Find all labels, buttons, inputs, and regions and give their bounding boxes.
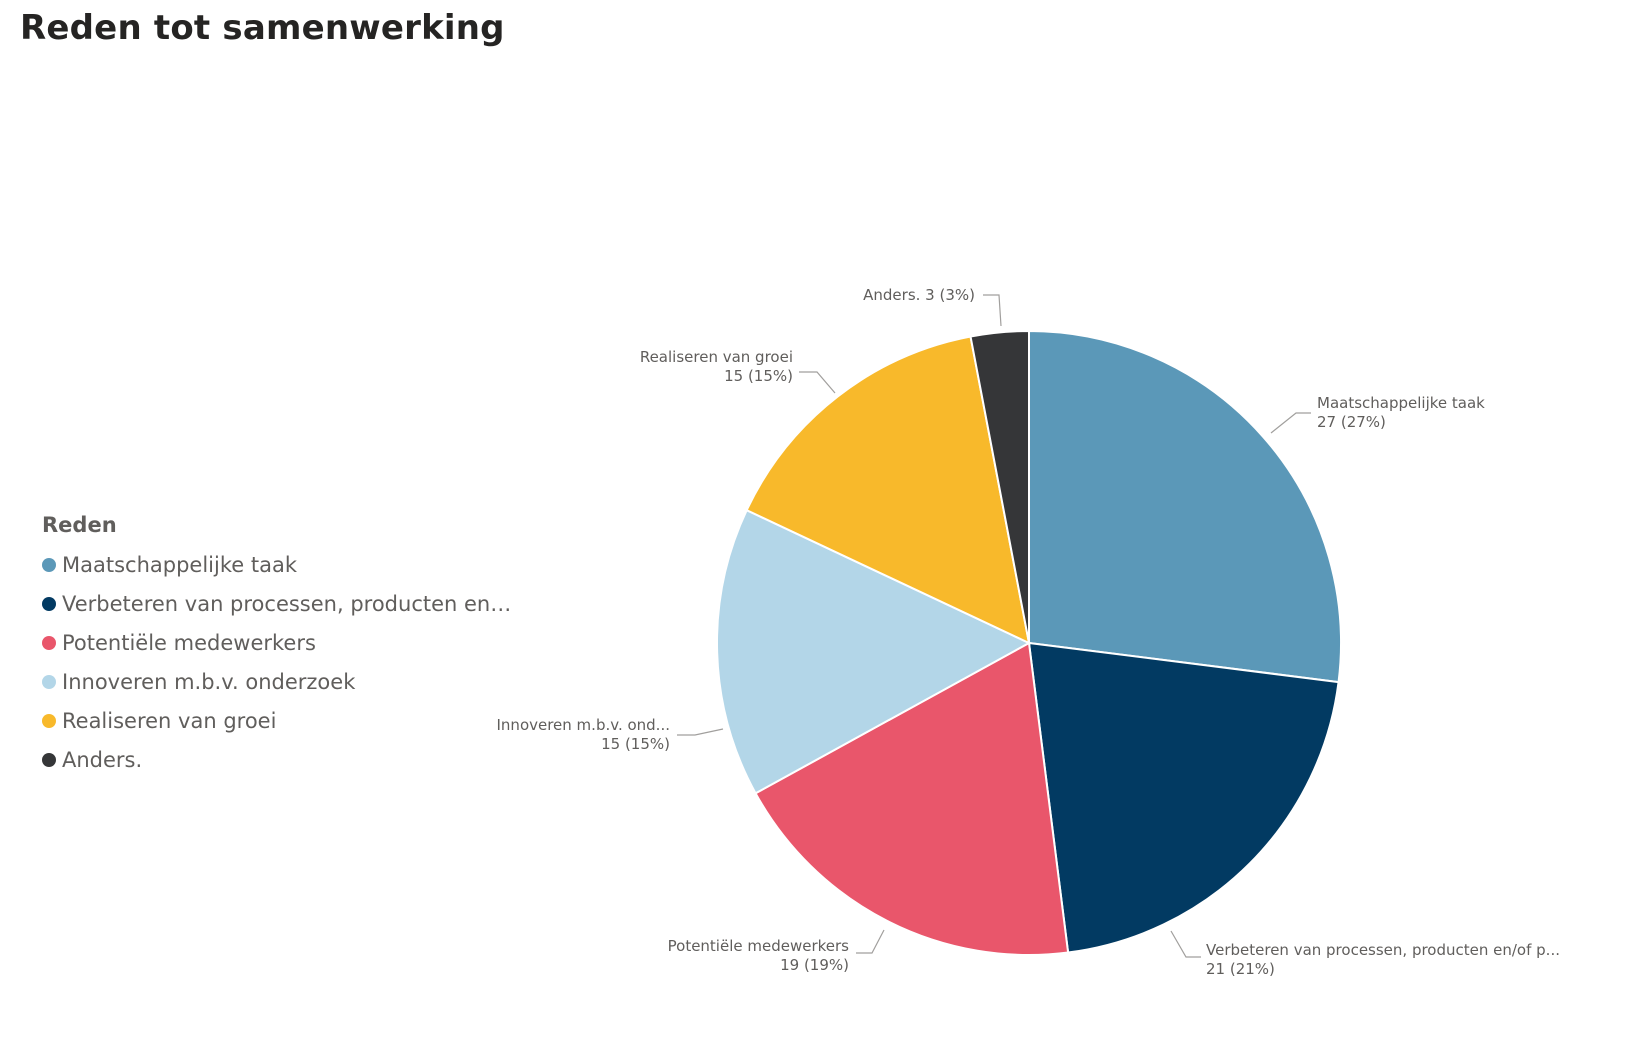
legend-item-realiseren-van-groei[interactable]: Realiseren van groei	[42, 701, 511, 740]
leader-line	[1170, 930, 1201, 958]
legend-dot	[42, 635, 56, 650]
legend-label: Potentiële medewerkers	[62, 630, 316, 655]
data-label: Maatschappelijke taak	[1317, 394, 1485, 412]
data-label-value: 15 (15%)	[724, 367, 793, 385]
data-label-value: 21 (21%)	[1206, 960, 1275, 978]
pie-slice-2[interactable]	[754, 641, 1070, 956]
data-label-value: 27 (27%)	[1317, 413, 1386, 431]
legend-title: Reden	[42, 513, 117, 537]
chart-title: Reden tot samenwerking	[20, 8, 505, 48]
leader-line	[677, 728, 724, 736]
pie-slice-0[interactable]	[1028, 329, 1342, 684]
legend-item-maatschappelijke-taak[interactable]: Maatschappelijke taak	[42, 545, 511, 584]
legend: Reden Maatschappelijke taak Verbeteren v…	[42, 513, 511, 779]
data-label-value: 19 (19%)	[780, 956, 849, 974]
legend-dot	[42, 557, 56, 572]
leader-line	[799, 371, 836, 394]
pie-slice-4[interactable]	[745, 335, 1031, 645]
legend-dot	[42, 713, 56, 728]
legend-label: Realiseren van groei	[62, 708, 277, 733]
legend-label: Innoveren m.b.v. onderzoek	[62, 669, 356, 694]
legend-dot	[42, 596, 56, 611]
leader-line	[856, 929, 885, 954]
legend-dot	[42, 674, 56, 689]
legend-label: Maatschappelijke taak	[62, 552, 297, 577]
legend-item-verbeteren[interactable]: Verbeteren van processen, producten en…	[42, 584, 511, 623]
legend-item-potentiele-medewerkers[interactable]: Potentiële medewerkers	[42, 623, 511, 662]
data-label: Innoveren m.b.v. ond...	[497, 716, 671, 734]
data-label: Realiseren van groei	[640, 348, 793, 366]
data-label-value: 15 (15%)	[601, 735, 670, 753]
legend-item-anders[interactable]: Anders.	[42, 740, 511, 779]
legend-dot	[42, 752, 56, 767]
legend-label: Anders.	[62, 747, 143, 772]
legend-item-innoveren[interactable]: Innoveren m.b.v. onderzoek	[42, 662, 511, 701]
pie-slice-3[interactable]	[716, 508, 1032, 795]
legend-label: Verbeteren van processen, producten en…	[62, 591, 512, 616]
data-label: Potentiële medewerkers	[668, 937, 850, 955]
leader-line	[1270, 412, 1311, 434]
pie-slice-5[interactable]	[969, 329, 1030, 644]
data-label: Verbeteren van processen, producten en/o…	[1206, 941, 1560, 959]
leader-line	[983, 294, 1002, 327]
pie-slice-1[interactable]	[1027, 641, 1340, 954]
data-label: Anders. 3 (3%)	[863, 286, 975, 304]
